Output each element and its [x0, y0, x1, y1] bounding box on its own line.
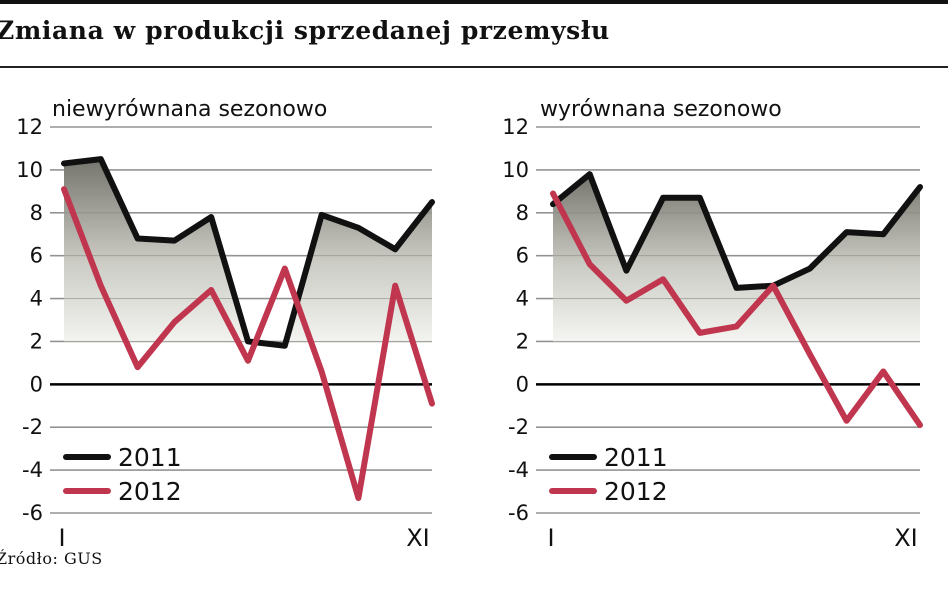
y-tick-label: 6: [516, 244, 529, 268]
chart-title: Zmiana w produkcji sprzedanej przemysłu: [0, 16, 610, 45]
y-tick-label: -6: [508, 501, 529, 525]
y-tick-label: -4: [22, 458, 43, 482]
x-tick-label: XI: [406, 524, 430, 552]
legend-label-2011: 2011: [118, 443, 182, 472]
x-tick-label: I: [547, 524, 554, 552]
x-tick-label: I: [58, 524, 65, 552]
legend-label-2012: 2012: [604, 477, 668, 506]
panel-subtitle: niewyrównana sezonowo: [52, 97, 327, 122]
chart-panel-0: niewyrównana sezonowo 12 10 8 6 4 2 0 -2 -4 -6 I XI 2…: [16, 97, 435, 552]
legend-label-2012: 2012: [118, 477, 182, 506]
y-tick-label: 10: [16, 158, 43, 182]
top-rule: [0, 0, 948, 4]
source-note: Źródło: GUS: [0, 549, 103, 568]
y-tick-label: 4: [516, 287, 529, 311]
y-tick-label: 4: [30, 287, 43, 311]
y-tick-label: -4: [508, 458, 529, 482]
panel-subtitle: wyrównana sezonowo: [540, 97, 782, 122]
y-tick-label: 6: [30, 244, 43, 268]
y-tick-label: -2: [22, 415, 43, 439]
y-tick-label: 8: [516, 201, 529, 225]
legend-label-2011: 2011: [604, 443, 668, 472]
y-tick-label: 12: [16, 115, 43, 139]
y-tick-label: -6: [22, 501, 43, 525]
x-tick-label: XI: [894, 524, 918, 552]
title-rule: [0, 66, 948, 68]
shaded-area: [553, 174, 920, 342]
shaded-area: [64, 159, 432, 346]
y-tick-label: 2: [516, 329, 529, 353]
y-tick-label: 2: [30, 329, 43, 353]
y-tick-label: 0: [30, 372, 43, 396]
y-tick-label: 10: [502, 158, 529, 182]
chart-panel-1: wyrównana sezonowo 12 10 8 6 4 2 0 -2 -4 -6 I XI 2011…: [502, 97, 923, 552]
y-tick-label: 8: [30, 201, 43, 225]
y-tick-label: 0: [516, 372, 529, 396]
y-tick-label: 12: [502, 115, 529, 139]
y-tick-label: -2: [508, 415, 529, 439]
